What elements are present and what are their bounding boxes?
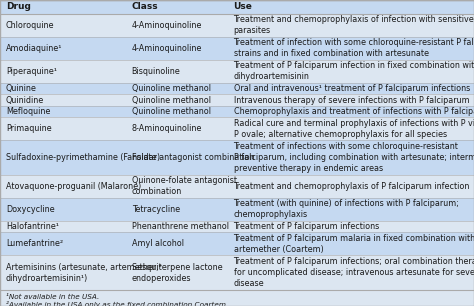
Text: Treatment of infection with some chloroquine-resistant P falciparum
strains and : Treatment of infection with some chloroq…: [234, 39, 474, 58]
Text: Treatment of P falciparum malaria in fixed combination with
artemether (Coartem): Treatment of P falciparum malaria in fix…: [234, 234, 474, 254]
Text: Sulfadoxine-pyrimethamine (Fansidar): Sulfadoxine-pyrimethamine (Fansidar): [6, 153, 160, 162]
Text: Quinidine: Quinidine: [6, 95, 44, 105]
Bar: [0, 106, 474, 117]
Text: Radical cure and terminal prophylaxis of infections with P vivax and
P ovale; al: Radical cure and terminal prophylaxis of…: [234, 119, 474, 139]
Text: Treatment of P falciparum infections: Treatment of P falciparum infections: [234, 222, 380, 231]
Text: Piperaquine¹: Piperaquine¹: [6, 67, 57, 76]
Text: Quinoline methanol: Quinoline methanol: [132, 95, 210, 105]
Bar: [0, 232, 474, 256]
Bar: [0, 198, 474, 221]
Text: Treatment and chemoprophylaxis of infection with sensitive
parasites: Treatment and chemoprophylaxis of infect…: [234, 15, 474, 35]
Text: Treatment (with quinine) of infections with P falciparum;
chemoprophylaxis: Treatment (with quinine) of infections w…: [234, 200, 459, 219]
Text: 8-Aminoquinoline: 8-Aminoquinoline: [132, 124, 202, 133]
Text: Chloroquine: Chloroquine: [6, 21, 55, 30]
Bar: [0, 37, 474, 60]
Text: Quinone-folate antagonist
combination: Quinone-folate antagonist combination: [132, 177, 237, 196]
Text: ²Available in the USA only as the fixed combination Coartem.: ²Available in the USA only as the fixed …: [6, 301, 228, 306]
Text: Quinoline methanol: Quinoline methanol: [132, 107, 210, 116]
Text: 4-Aminoquinoline: 4-Aminoquinoline: [132, 21, 202, 30]
Bar: [0, 0, 474, 14]
Text: Sesquiterpene lactone
endoperoxides: Sesquiterpene lactone endoperoxides: [132, 263, 222, 282]
Text: Artemisinins (artesunate, artemether,²
dihydroartemisinin¹): Artemisinins (artesunate, artemether,² d…: [6, 263, 162, 282]
Bar: [0, 14, 474, 37]
Text: ¹Not available in the USA.: ¹Not available in the USA.: [6, 294, 99, 300]
Text: Mefloquine: Mefloquine: [6, 107, 50, 116]
Bar: [0, 256, 474, 290]
Bar: [0, 60, 474, 83]
Text: Folate antagonist combination: Folate antagonist combination: [132, 153, 254, 162]
Text: Drug: Drug: [6, 2, 31, 11]
Text: Bisquinoline: Bisquinoline: [132, 67, 181, 76]
Text: Intravenous therapy of severe infections with P falciparum: Intravenous therapy of severe infections…: [234, 95, 469, 105]
Text: Use: Use: [234, 2, 252, 11]
Text: Chemoprophylaxis and treatment of infections with P falciparum: Chemoprophylaxis and treatment of infect…: [234, 107, 474, 116]
Text: Quinine: Quinine: [6, 84, 37, 93]
Bar: [0, 140, 474, 175]
Bar: [0, 175, 474, 198]
Text: Atovaquone-proguanil (Malarone): Atovaquone-proguanil (Malarone): [6, 182, 141, 191]
Text: Treatment and chemoprophylaxis of P falciparum infection: Treatment and chemoprophylaxis of P falc…: [234, 182, 470, 191]
Text: Amodiaquine¹: Amodiaquine¹: [6, 44, 63, 53]
Bar: [0, 117, 474, 140]
Text: Quinoline methanol: Quinoline methanol: [132, 84, 210, 93]
Text: 4-Aminoquinoline: 4-Aminoquinoline: [132, 44, 202, 53]
Bar: [0, 221, 474, 232]
Bar: [0, 290, 474, 306]
Text: Phenanthrene methanol: Phenanthrene methanol: [132, 222, 228, 231]
Text: Primaquine: Primaquine: [6, 124, 52, 133]
Text: Tetracycline: Tetracycline: [132, 205, 180, 214]
Text: Treatment of P falciparum infection in fixed combination with
dihydroartemisinin: Treatment of P falciparum infection in f…: [234, 62, 474, 81]
Text: Treatment of infections with some chloroquine-resistant
P falciparum, including : Treatment of infections with some chloro…: [234, 142, 474, 173]
Text: Doxycycline: Doxycycline: [6, 205, 55, 214]
Text: Oral and intravenous¹ treatment of P falciparum infections: Oral and intravenous¹ treatment of P fal…: [234, 84, 470, 93]
Text: Amyl alcohol: Amyl alcohol: [132, 239, 183, 248]
Bar: [0, 83, 474, 94]
Text: Class: Class: [132, 2, 158, 11]
Text: Lumefantrine²: Lumefantrine²: [6, 239, 63, 248]
Bar: [0, 94, 474, 106]
Text: Halofantrine¹: Halofantrine¹: [6, 222, 59, 231]
Text: Treatment of P falciparum infections; oral combination therapies
for uncomplicat: Treatment of P falciparum infections; or…: [234, 257, 474, 288]
